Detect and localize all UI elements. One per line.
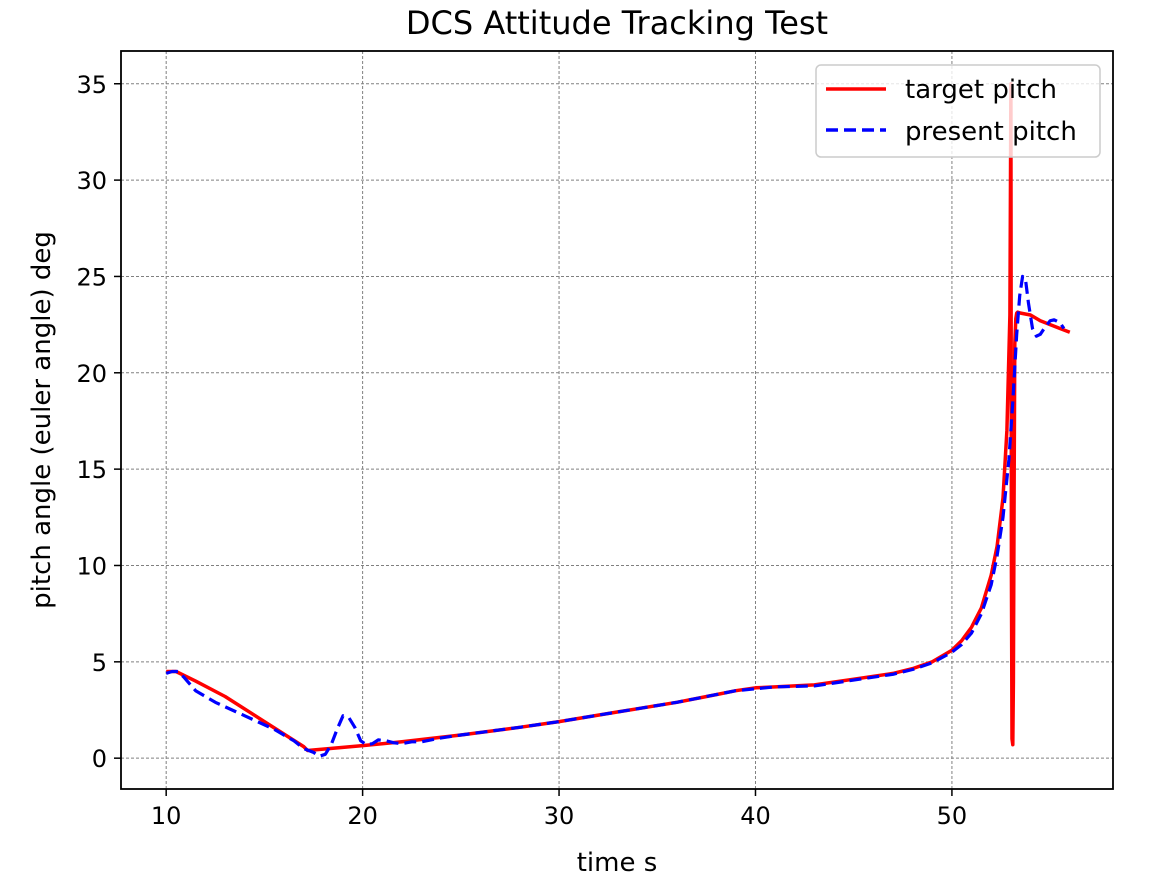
y-tick-label: 35 [76, 71, 107, 99]
y-tick-label: 10 [76, 552, 107, 580]
legend-label-target-pitch: target pitch [905, 75, 1057, 105]
y-tick-label: 5 [92, 649, 107, 677]
y-tick-label: 30 [76, 167, 107, 195]
x-axis-label: time s [577, 848, 658, 878]
grid-lines [121, 51, 1113, 789]
x-tick-label: 10 [151, 802, 182, 830]
x-tick-label: 50 [937, 802, 968, 830]
x-tick-label: 30 [544, 802, 575, 830]
legend-box [815, 64, 1101, 158]
y-axis-label: pitch angle (euler angle) deg [27, 231, 57, 609]
series-lines [165, 82, 1071, 758]
plot-background [121, 51, 1113, 789]
chart-title: DCS Attitude Tracking Test [406, 4, 828, 42]
plot-frame [120, 50, 1114, 790]
y-tick-label: 20 [76, 360, 107, 388]
legend: target pitch present pitch [815, 64, 1101, 158]
legend-label-present-pitch: present pitch [905, 117, 1077, 147]
series-line-present-pitch [165, 274, 1066, 758]
x-tick-label: 20 [347, 802, 378, 830]
axis-ticks: 10 20 30 40 50 0 5 10 15 20 25 30 35 [76, 71, 967, 830]
y-tick-label: 25 [76, 263, 107, 291]
y-tick-label: 0 [92, 745, 107, 773]
x-tick-label: 40 [740, 802, 771, 830]
y-tick-label: 15 [76, 456, 107, 484]
